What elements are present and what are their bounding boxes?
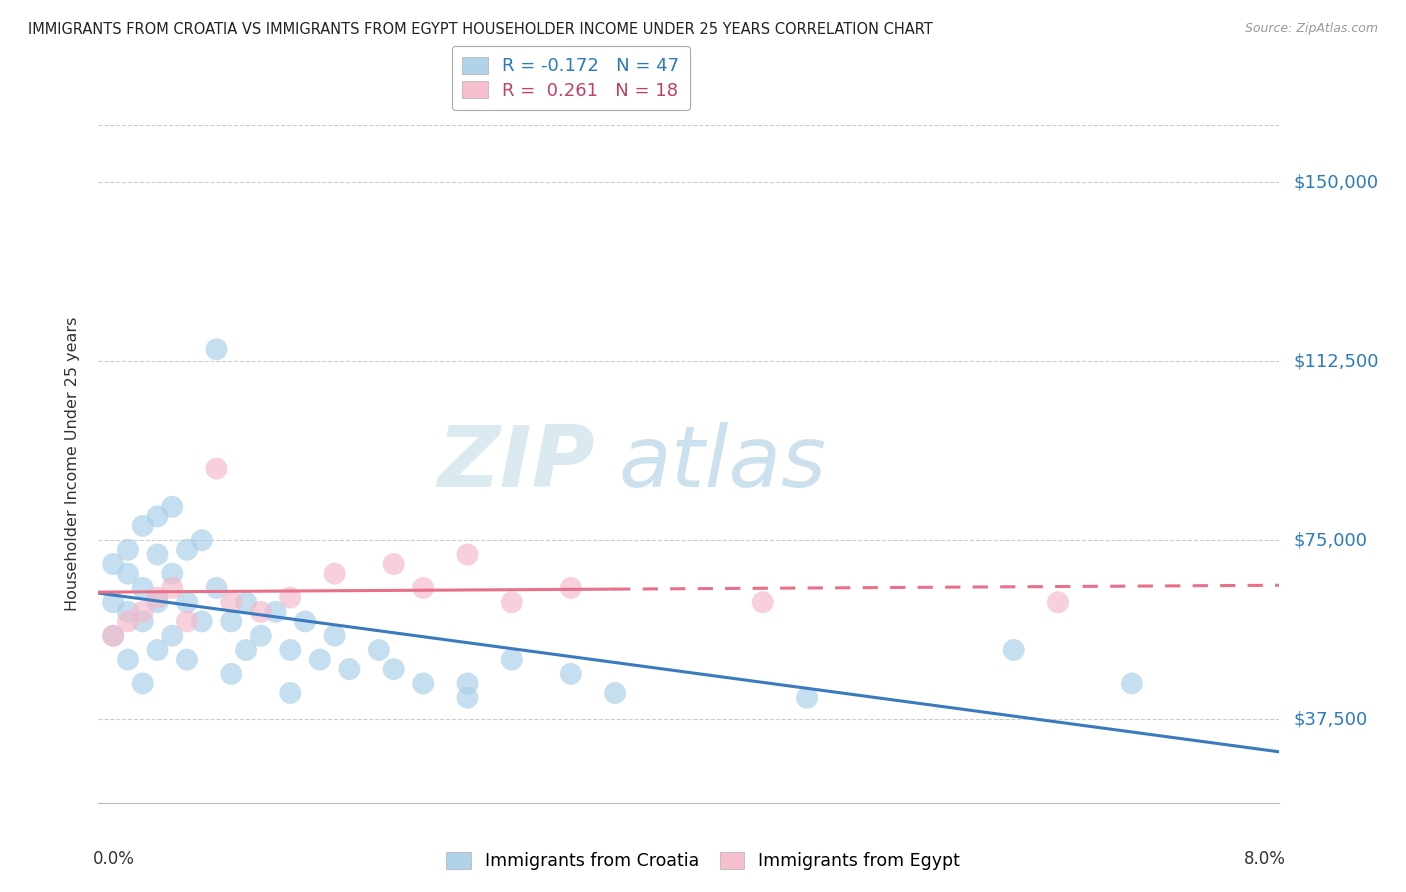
Point — [162, 581, 183, 595]
Point — [146, 548, 169, 562]
Point — [146, 591, 169, 605]
Point — [205, 461, 228, 475]
Point — [205, 343, 228, 357]
Point — [367, 643, 389, 657]
Point — [132, 615, 155, 629]
Point — [162, 629, 183, 643]
Point — [103, 557, 124, 571]
Point — [191, 615, 214, 629]
Text: $75,000: $75,000 — [1294, 532, 1368, 549]
Text: 8.0%: 8.0% — [1243, 850, 1285, 868]
Point — [219, 615, 242, 629]
Point — [501, 652, 523, 666]
Point — [132, 581, 155, 595]
Text: $112,500: $112,500 — [1294, 352, 1379, 370]
Text: 0.0%: 0.0% — [93, 850, 135, 868]
Point — [162, 566, 183, 581]
Point — [456, 548, 478, 562]
Point — [412, 676, 434, 690]
Point — [132, 676, 155, 690]
Point — [235, 643, 257, 657]
Point — [176, 542, 198, 557]
Point — [412, 581, 434, 595]
Point — [501, 595, 523, 609]
Point — [103, 629, 124, 643]
Text: $37,500: $37,500 — [1294, 710, 1368, 728]
Point — [219, 595, 242, 609]
Point — [117, 542, 139, 557]
Point — [103, 629, 124, 643]
Text: atlas: atlas — [619, 422, 827, 506]
Text: IMMIGRANTS FROM CROATIA VS IMMIGRANTS FROM EGYPT HOUSEHOLDER INCOME UNDER 25 YEA: IMMIGRANTS FROM CROATIA VS IMMIGRANTS FR… — [28, 22, 932, 37]
Point — [382, 557, 405, 571]
Point — [250, 629, 273, 643]
Point — [1002, 643, 1025, 657]
Point — [219, 666, 242, 681]
Point — [751, 595, 773, 609]
Point — [117, 566, 139, 581]
Point — [605, 686, 627, 700]
Point — [191, 533, 214, 548]
Point — [796, 690, 818, 705]
Point — [308, 652, 332, 666]
Text: Source: ZipAtlas.com: Source: ZipAtlas.com — [1244, 22, 1378, 36]
Point — [456, 690, 478, 705]
Point — [456, 676, 478, 690]
Point — [132, 605, 155, 619]
Point — [294, 615, 316, 629]
Point — [103, 595, 124, 609]
Point — [278, 686, 301, 700]
Point — [337, 662, 360, 676]
Point — [176, 652, 198, 666]
Point — [382, 662, 405, 676]
Point — [146, 643, 169, 657]
Point — [235, 595, 257, 609]
Point — [146, 509, 169, 524]
Point — [250, 605, 273, 619]
Point — [117, 652, 139, 666]
Text: $150,000: $150,000 — [1294, 173, 1378, 191]
Point — [264, 605, 287, 619]
Point — [278, 591, 301, 605]
Point — [278, 643, 301, 657]
Point — [117, 615, 139, 629]
Point — [176, 595, 198, 609]
Point — [132, 519, 155, 533]
Point — [323, 629, 346, 643]
Point — [560, 581, 582, 595]
Y-axis label: Householder Income Under 25 years: Householder Income Under 25 years — [65, 317, 80, 611]
Point — [146, 595, 169, 609]
Point — [1046, 595, 1069, 609]
Point — [323, 566, 346, 581]
Point — [176, 615, 198, 629]
Point — [1121, 676, 1143, 690]
Legend: Immigrants from Croatia, Immigrants from Egypt: Immigrants from Croatia, Immigrants from… — [437, 843, 969, 879]
Point — [117, 605, 139, 619]
Point — [560, 666, 582, 681]
Point — [205, 581, 228, 595]
Point — [162, 500, 183, 514]
Legend: R = -0.172   N = 47, R =  0.261   N = 18: R = -0.172 N = 47, R = 0.261 N = 18 — [451, 45, 690, 111]
Text: ZIP: ZIP — [437, 422, 595, 506]
